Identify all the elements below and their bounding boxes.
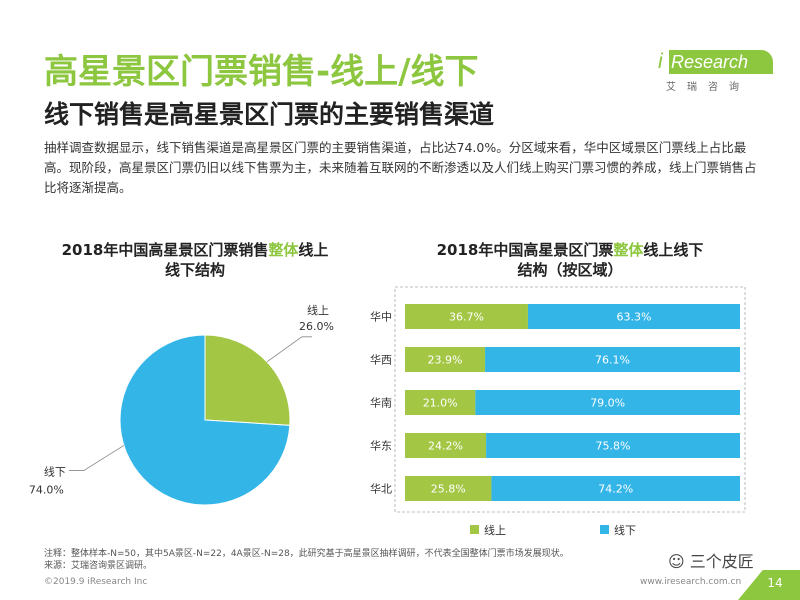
page-title: 高星景区门票销售-线上/线下	[44, 52, 479, 92]
bar-category-label: 华中	[370, 310, 392, 324]
page-subtitle: 线下销售是高星景区门票的主要销售渠道	[44, 100, 495, 129]
bar-value-label: 79.0%	[590, 397, 625, 410]
pie-title-part3: 线上	[298, 241, 329, 259]
bar-category-label: 华南	[370, 396, 392, 410]
bar-value-label: 25.8%	[431, 483, 466, 496]
bar-segment-online	[405, 390, 476, 415]
watermark: ☺ 三个皮匠	[668, 548, 754, 572]
bar-value-label: 76.1%	[595, 354, 630, 367]
pie-label-offline-name: 线下	[44, 464, 66, 478]
pie-label-online-name: 线上	[307, 303, 329, 317]
bar-title-highlight: 整体	[613, 241, 644, 259]
legend-label-offline: 线下	[614, 523, 636, 537]
pie-title-line2: 线下结构	[164, 261, 225, 279]
description: 抽样调查数据显示，线下销售渠道是高星景区门票的主要销售渠道，占比达74.0%。分…	[44, 140, 757, 195]
bar-segment-online	[405, 304, 528, 329]
website-link[interactable]: www.iresearch.com.cn	[640, 577, 742, 587]
legend-swatch-online	[470, 525, 479, 534]
bar-title-part3: 线上线下	[643, 241, 704, 259]
bar-segment-offline	[475, 390, 740, 415]
bar-category-label: 华西	[370, 353, 392, 367]
pie-title-highlight: 整体	[268, 241, 299, 259]
bar-segment-online	[405, 433, 487, 458]
bar-value-label: 75.8%	[596, 440, 631, 453]
copyright: ©2019.9 iResearch Inc	[44, 577, 148, 587]
bar-segment-offline	[486, 433, 740, 458]
bar-segment-offline	[485, 347, 740, 372]
bar-value-label: 21.0%	[423, 397, 458, 410]
pie-label-online-value: 26.0%	[299, 320, 334, 333]
bar-value-label: 63.3%	[616, 311, 651, 324]
legend-label-online: 线上	[484, 523, 506, 537]
note-line-2: 来源：艾瑞咨询景区调研。	[44, 561, 153, 571]
bar-plot-frame	[394, 286, 746, 513]
wechat-icon: ☺	[668, 552, 685, 571]
logo-i: i	[658, 50, 663, 73]
pie-leader-offline	[68, 445, 125, 471]
bar-category-label: 华东	[370, 439, 392, 453]
pie-slice-offline	[119, 334, 291, 506]
bar-value-label: 23.9%	[428, 354, 463, 367]
bar-chart-title: 2018年中国高星景区门票整体线上线下 结构（按区域）	[420, 240, 720, 280]
pie-label-offline-value: 74.0%	[29, 483, 64, 496]
bar-value-label: 36.7%	[449, 311, 484, 324]
logo-name: Research	[669, 50, 773, 74]
bar-category-label: 华北	[370, 482, 392, 496]
bar-title-line2: 结构（按区域）	[517, 261, 623, 279]
pie-chart-title: 2018年中国高星景区门票销售整体线上 线下结构	[60, 240, 330, 280]
bar-segment-online	[405, 476, 492, 501]
pie-slice-online	[204, 334, 291, 426]
bar-segment-online	[405, 347, 486, 372]
bar-segment-offline	[491, 476, 740, 501]
pie-leader-online	[266, 336, 312, 363]
bar-title-part1: 2018年中国高星景区门票	[436, 241, 614, 259]
iresearch-logo: i Research 艾瑞咨询	[658, 50, 778, 93]
watermark-text: 三个皮匠	[689, 552, 754, 571]
logo-subtitle: 艾瑞咨询	[666, 82, 750, 93]
note-line-1: 注释：整体样本-N=50，其中5A景区-N=22，4A景区-N=28，此研究基于…	[44, 549, 569, 559]
pie-title-part1: 2018年中国高星景区门票销售	[61, 241, 269, 259]
legend-swatch-offline	[600, 525, 609, 534]
notes: 注释：整体样本-N=50，其中5A景区-N=22，4A景区-N=28，此研究基于…	[44, 548, 569, 572]
bar-value-label: 24.2%	[428, 440, 463, 453]
bar-segment-offline	[527, 304, 740, 329]
bar-value-label: 74.2%	[598, 483, 633, 496]
